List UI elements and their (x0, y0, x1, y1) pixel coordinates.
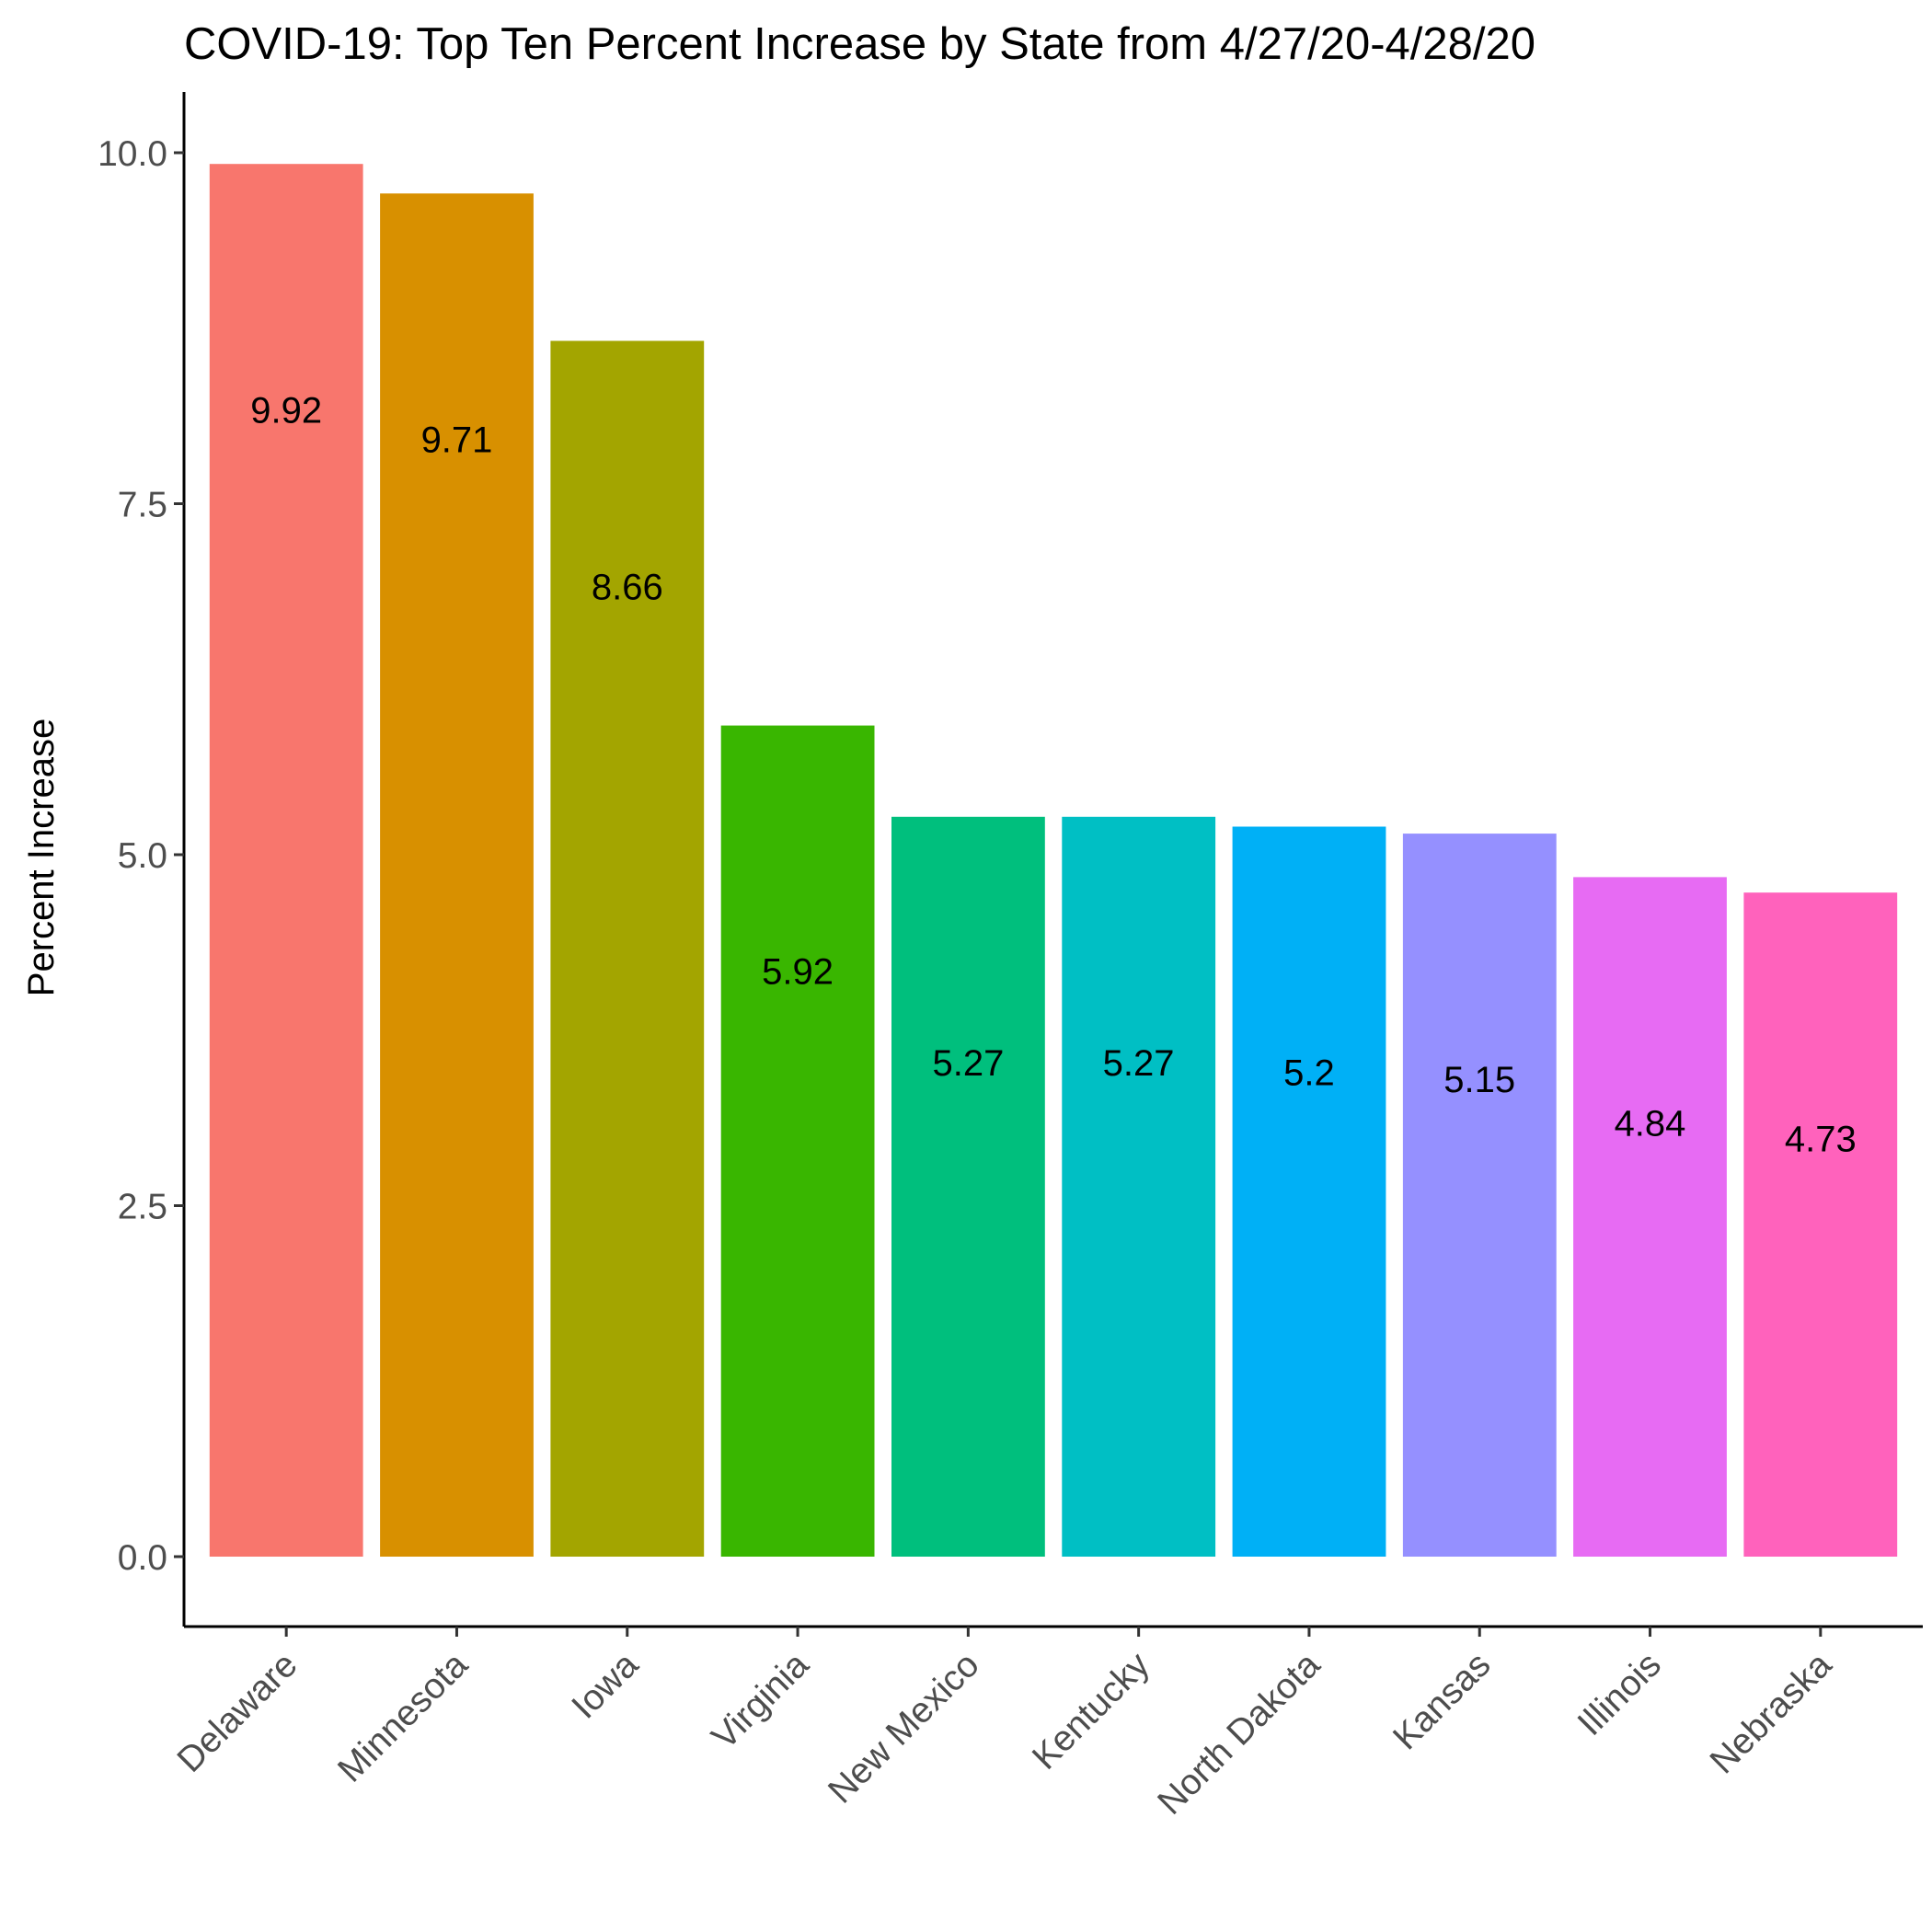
data-label: 9.71 (421, 420, 493, 460)
bars-layer (209, 164, 1898, 1558)
y-axis-label: Percent Increase (21, 719, 62, 996)
x-tick-label: Illinois (1570, 1645, 1669, 1743)
bar-north-dakota (1232, 826, 1386, 1557)
data-label: 5.27 (932, 1043, 1004, 1084)
bar-nebraska (1743, 892, 1898, 1557)
x-tick-label: Kansas (1386, 1645, 1498, 1757)
y-tick-label: 5.0 (118, 836, 167, 876)
x-tick-label: Virginia (705, 1645, 817, 1757)
bar-kentucky (1062, 816, 1216, 1557)
data-label: 5.15 (1443, 1060, 1515, 1100)
bar-delaware (209, 164, 363, 1558)
data-label: 8.66 (592, 568, 663, 608)
data-label: 5.92 (762, 952, 834, 993)
x-axis: Delaware Minnesota Iowa Virginia New Mexico K… (170, 1625, 1923, 1823)
x-tick-label: New Mexico (821, 1645, 987, 1811)
x-tick-label: Nebraska (1703, 1645, 1840, 1782)
x-tick-label: North Dakota (1150, 1645, 1328, 1823)
bar-new-mexico (891, 816, 1045, 1557)
bar-kansas (1402, 834, 1557, 1557)
data-label: 5.2 (1283, 1053, 1335, 1094)
x-tick-label: Iowa (564, 1645, 646, 1727)
data-label: 5.27 (1103, 1043, 1175, 1084)
x-tick-label: Delaware (170, 1645, 305, 1780)
chart-title: COVID-19: Top Ten Percent Increase by St… (184, 19, 1535, 69)
bar-illinois (1573, 877, 1727, 1557)
y-tick-label: 10.0 (98, 134, 167, 174)
y-axis: 0.0 2.5 5.0 7.5 10.0 (98, 92, 186, 1627)
x-tick-label: Minnesota (330, 1645, 476, 1790)
data-label: 4.73 (1785, 1119, 1857, 1159)
y-tick-label: 7.5 (118, 486, 167, 525)
y-tick-label: 2.5 (118, 1188, 167, 1227)
data-label: 9.92 (250, 390, 322, 431)
bar-iowa (550, 340, 705, 1557)
y-tick-label: 0.0 (118, 1538, 167, 1578)
bar-virginia (720, 725, 875, 1557)
bar-minnesota (380, 193, 534, 1557)
data-label: 4.84 (1615, 1104, 1686, 1144)
x-tick-label: Kentucky (1025, 1645, 1157, 1777)
data-labels-layer: 9.92 9.71 8.66 5.92 5.27 5.27 5.2 5.15 4.84 4.73 (250, 390, 1856, 1159)
